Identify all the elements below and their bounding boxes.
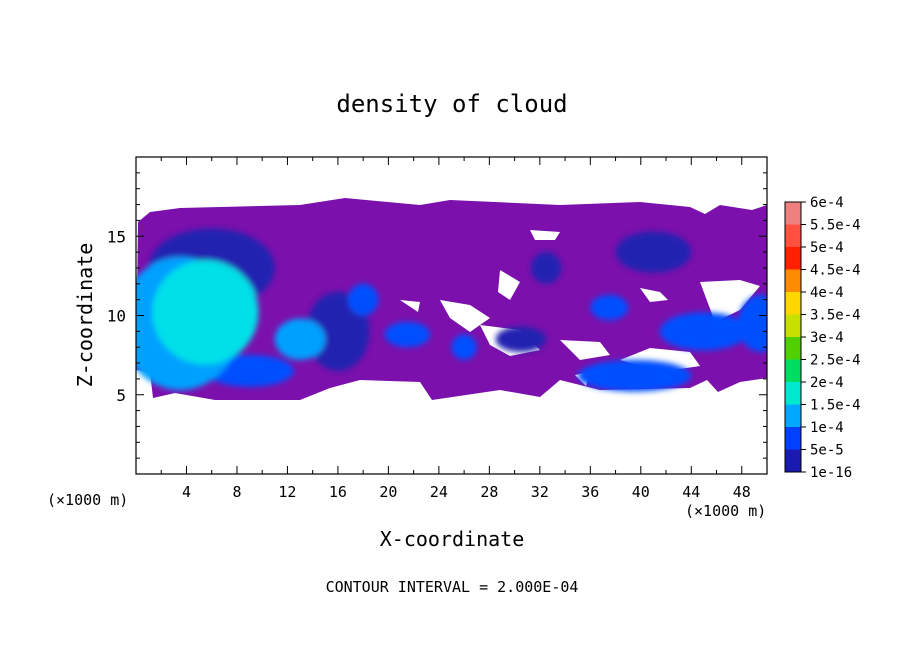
x-tick-label: 12 xyxy=(278,483,296,501)
density-region xyxy=(659,312,749,351)
density-regions xyxy=(136,228,767,392)
density-region xyxy=(348,283,379,316)
x-tick-label: 20 xyxy=(379,483,397,501)
legend-label: 2.5e-4 xyxy=(810,353,861,369)
density-region xyxy=(451,334,477,360)
x-tick-label: 24 xyxy=(430,483,448,501)
y-axis-label: Z-coordinate xyxy=(73,243,97,388)
legend-label: 1e-4 xyxy=(810,420,844,436)
x-tick-label: 36 xyxy=(581,483,599,501)
legend-label: 3e-4 xyxy=(810,330,844,346)
density-region xyxy=(531,252,562,284)
legend-label: 1e-16 xyxy=(810,465,852,481)
legend-label: 5.5e-4 xyxy=(810,218,861,234)
x-unit-left: (×1000 m) xyxy=(47,491,128,509)
legend-swatch xyxy=(785,449,801,472)
legend-label: 5e-5 xyxy=(810,443,844,459)
legend-swatch xyxy=(785,247,801,270)
legend-label: 2e-4 xyxy=(810,375,844,391)
chart-title: density of cloud xyxy=(336,90,567,118)
density-region xyxy=(577,359,692,392)
legend-label: 3.5e-4 xyxy=(810,308,861,324)
legend-swatch xyxy=(785,382,801,405)
color-legend: 6e-4 5.5e-4 5e-4 4.5e-4 4e-4 3.5e-4 3e-4 2.5e-4… xyxy=(784,195,861,481)
x-axis-label: X-coordinate xyxy=(380,527,525,551)
legend-swatch xyxy=(785,314,801,337)
legend-swatch xyxy=(785,202,801,225)
legend-swatch xyxy=(785,359,801,382)
legend-label: 5e-4 xyxy=(810,240,844,256)
contour-interval-note: CONTOUR INTERVAL = 2.000E-04 xyxy=(326,578,579,596)
density-region xyxy=(152,260,259,365)
legend-swatch xyxy=(785,427,801,450)
y-tick-label: 5 xyxy=(116,386,126,405)
density-region xyxy=(615,231,692,273)
x-tick-label: 44 xyxy=(682,483,700,501)
legend-swatch xyxy=(785,269,801,292)
legend-label: 1.5e-4 xyxy=(810,398,861,414)
y-tick-label: 10 xyxy=(107,307,126,326)
legend-swatch xyxy=(785,337,801,360)
x-tick-label: 4 xyxy=(182,483,191,501)
y-tick-label: 15 xyxy=(107,227,126,246)
plot-area xyxy=(136,198,767,400)
x-tick-label: 32 xyxy=(531,483,549,501)
density-region xyxy=(384,321,431,348)
density-region xyxy=(495,326,547,352)
legend-label: 4.5e-4 xyxy=(810,263,861,279)
density-region xyxy=(274,318,326,360)
x-axis-ticks: 4 8 12 16 20 24 28 32 36 40 44 48 xyxy=(160,157,751,501)
x-tick-label: 8 xyxy=(232,483,241,501)
x-tick-label: 40 xyxy=(632,483,650,501)
legend-label: 6e-4 xyxy=(810,195,844,211)
legend-swatch xyxy=(785,224,801,247)
density-region xyxy=(737,294,767,352)
density-region xyxy=(590,294,629,321)
x-unit-right: (×1000 m) xyxy=(685,502,766,520)
legend-swatch xyxy=(785,404,801,427)
x-tick-label: 28 xyxy=(480,483,498,501)
x-tick-label: 16 xyxy=(329,483,347,501)
x-tick-label: 48 xyxy=(733,483,751,501)
legend-swatch xyxy=(785,292,801,315)
y-axis-ticks: 5 10 15 xyxy=(107,172,767,459)
legend-label: 4e-4 xyxy=(810,285,844,301)
